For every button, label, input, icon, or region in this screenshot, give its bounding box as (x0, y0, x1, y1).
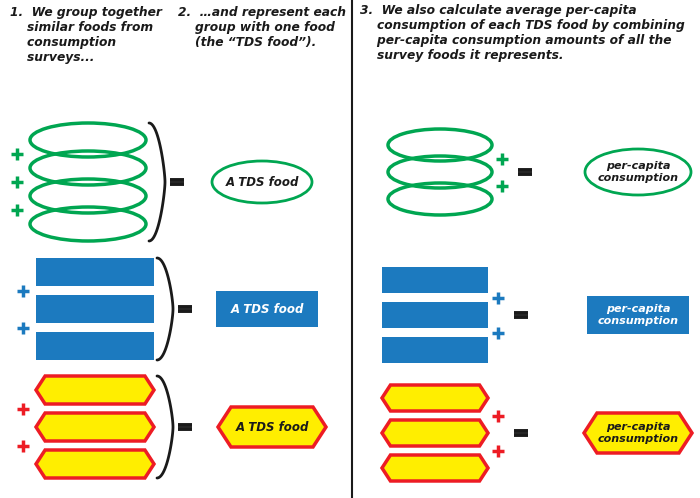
Text: 1.  We group together
    similar foods from
    consumption
    surveys...: 1. We group together similar foods from … (10, 6, 162, 64)
Bar (36, 295, 154, 323)
Polygon shape (382, 385, 488, 411)
Bar (36, 258, 154, 286)
Polygon shape (218, 407, 326, 447)
Polygon shape (36, 413, 154, 441)
Text: per-capita
consumption: per-capita consumption (598, 304, 678, 326)
Bar (382, 267, 488, 293)
Polygon shape (382, 420, 488, 446)
Bar (382, 337, 488, 363)
Ellipse shape (212, 161, 312, 203)
Text: per-capita
consumption: per-capita consumption (598, 422, 678, 444)
Text: A TDS food: A TDS food (225, 175, 299, 189)
Bar (36, 332, 154, 360)
Text: per-capita
consumption: per-capita consumption (598, 161, 678, 183)
Text: 2.  …and represent each
    group with one food
    (the “TDS food”).: 2. …and represent each group with one fo… (178, 6, 346, 49)
Polygon shape (36, 376, 154, 404)
Bar (587, 296, 689, 334)
Text: A TDS food: A TDS food (230, 302, 304, 316)
Ellipse shape (585, 149, 691, 195)
Polygon shape (382, 455, 488, 481)
Bar (216, 291, 318, 327)
Polygon shape (584, 413, 692, 453)
Polygon shape (36, 450, 154, 478)
Text: A TDS food: A TDS food (235, 420, 309, 433)
Text: 3.  We also calculate average per-capita
    consumption of each TDS food by com: 3. We also calculate average per-capita … (360, 4, 685, 62)
Bar (382, 302, 488, 328)
